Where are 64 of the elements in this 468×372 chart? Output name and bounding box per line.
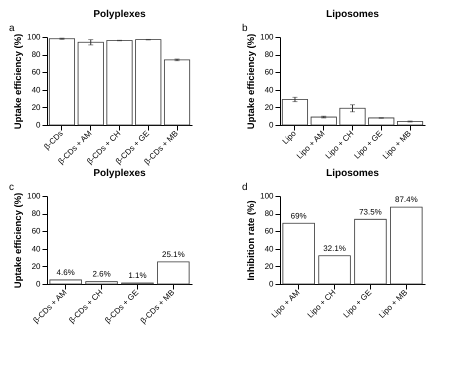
chart-title: Polyplexes: [93, 168, 146, 179]
y-tick-label: 100: [27, 192, 42, 200]
y-tick-label: 0: [36, 280, 42, 288]
y-tick-label: 100: [27, 32, 42, 42]
y-tick-label: 0: [269, 280, 274, 288]
y-axis-title: Uptake efficiency (%): [13, 192, 24, 288]
chart-title: Liposomes: [326, 9, 380, 20]
text: a: [9, 23, 15, 34]
bar: [318, 255, 351, 284]
y-tick-label: 60: [264, 226, 274, 236]
y-tick-label: 20: [32, 262, 42, 271]
bar: [157, 262, 190, 284]
bar: [339, 108, 366, 126]
text: b: [242, 23, 248, 34]
bar: [49, 280, 82, 284]
bar: [78, 42, 104, 126]
y-tick-label: 20: [32, 102, 42, 112]
y-axis-title: Uptake efficiency (%): [13, 34, 24, 130]
y-tick-label: 100: [260, 32, 274, 42]
y-tick-label: 80: [264, 50, 274, 60]
text: c: [9, 182, 14, 193]
bar: [135, 39, 162, 126]
chart-title: Polyplexes: [93, 9, 146, 20]
bar: [282, 222, 315, 284]
bar: [390, 206, 423, 284]
y-tick-label: 20: [264, 262, 274, 271]
y-tick-label: 60: [264, 68, 274, 77]
x-tick-label: Lipo + MB: [377, 288, 410, 320]
y-tick-label: 20: [264, 102, 274, 112]
bar: [368, 118, 394, 126]
data-label: 32.1%: [323, 244, 346, 253]
data-label: 2.6%: [92, 270, 111, 279]
bar: [106, 40, 133, 126]
data-label: 73.5%: [359, 207, 382, 216]
y-tick-label: 40: [32, 244, 42, 254]
bar: [85, 281, 118, 284]
data-label: 25.1%: [162, 250, 185, 259]
chart-title: Liposomes: [326, 168, 380, 179]
y-axis-title: Uptake efficiency (%): [246, 34, 258, 130]
data-label: 69%: [290, 211, 307, 220]
data-label: 4.6%: [56, 268, 75, 277]
y-axis-title: Inhibition rate (%): [246, 200, 258, 281]
x-tick-label: Lipo + CH: [306, 288, 338, 320]
y-tick-label: 100: [260, 192, 274, 200]
y-tick-label: 80: [264, 209, 274, 218]
y-tick-label: 80: [32, 209, 42, 218]
y-tick-label: 40: [32, 85, 42, 94]
data-label: 87.4%: [394, 195, 418, 204]
y-tick-label: 40: [264, 244, 274, 254]
bar: [396, 121, 424, 126]
y-tick-label: 60: [32, 68, 42, 77]
y-tick-label: 60: [32, 226, 42, 236]
y-tick-label: 0: [36, 120, 42, 130]
bar: [164, 59, 190, 126]
bar: [310, 116, 337, 126]
y-tick-label: 40: [264, 85, 274, 94]
y-tick-label: 80: [32, 50, 42, 60]
bar: [354, 218, 387, 284]
text: d: [242, 182, 248, 193]
bar: [282, 99, 308, 126]
x-tick-label: Lipo + GE: [342, 288, 374, 320]
data-label: 1.1%: [128, 271, 147, 280]
x-tick-label: Lipo + AM: [270, 288, 302, 320]
y-tick-label: 0: [269, 120, 274, 130]
